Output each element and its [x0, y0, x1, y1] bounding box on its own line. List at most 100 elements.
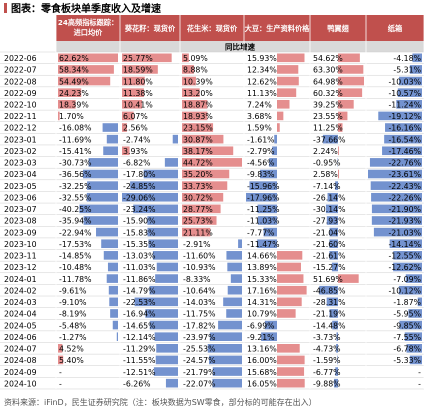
- data-bar: [165, 378, 178, 388]
- data-bar: [106, 134, 118, 144]
- data-label: 30.87%: [183, 135, 213, 144]
- data-bar: [399, 76, 422, 86]
- data-bar: [226, 251, 242, 260]
- data-label: 54.49%: [59, 77, 89, 86]
- data-bar: [182, 192, 224, 202]
- data-bar: [409, 355, 422, 365]
- data-bar: [122, 65, 158, 74]
- data-label: -12.55%: [388, 252, 421, 261]
- data-bar: [149, 320, 178, 330]
- data-label: -11.03%: [247, 217, 280, 226]
- data-label: 15.33%: [247, 275, 277, 284]
- data-bar: [393, 251, 422, 260]
- data-bar: [149, 285, 178, 295]
- data-bar: [122, 192, 178, 202]
- data-bar: [106, 274, 118, 283]
- data-label: -11.86%: [123, 275, 156, 284]
- data-bar: [122, 123, 127, 132]
- data-bar: [412, 53, 422, 63]
- data-label: -9.21%: [247, 333, 275, 342]
- data-bar: [182, 53, 189, 63]
- data-label: 16.00%: [247, 356, 277, 365]
- data-label: 15.93%: [247, 54, 277, 63]
- data-label: -2.91%: [183, 240, 211, 249]
- data-label: -30.14%: [313, 205, 346, 214]
- data-bar: [223, 297, 242, 307]
- data-bar: [277, 378, 305, 388]
- data-label: -11.55%: [123, 356, 156, 365]
- data-bar: [182, 146, 234, 156]
- data-bar: [338, 123, 343, 132]
- data-label: 2.56%: [123, 124, 148, 133]
- data-label: -1.27%: [59, 333, 87, 342]
- data-label: 16.05%: [247, 379, 277, 388]
- row-month-label: 2024-09: [4, 368, 37, 377]
- data-bar: [277, 123, 280, 132]
- data-bar: [122, 99, 143, 109]
- data-label: -6.82%: [123, 159, 151, 168]
- data-bar: [269, 158, 277, 167]
- column-header-line: 进口均价: [74, 28, 104, 37]
- chart-title-text: 图表：零食板块单季度收入及增速: [11, 4, 161, 15]
- data-bar: [164, 158, 178, 167]
- data-label: 63.30%: [313, 66, 343, 75]
- data-label: -1.87%: [393, 298, 421, 307]
- row-month-label: 2022-07: [4, 66, 37, 75]
- data-bar: [327, 192, 338, 202]
- data-label: -30.73%: [59, 159, 92, 168]
- data-label: -7.09%: [393, 275, 421, 284]
- data-bar: [397, 88, 422, 97]
- data-label: -23.24%: [123, 205, 156, 214]
- column-header: 纸箱: [388, 24, 402, 33]
- data-label: 23.15%: [183, 124, 213, 133]
- data-label: -11.75%: [183, 310, 216, 319]
- data-bar: [337, 355, 338, 365]
- data-label: 15.68%: [247, 368, 277, 377]
- data-bar: [396, 99, 422, 109]
- data-label: -1.59%: [313, 356, 341, 365]
- data-label: 13.89%: [247, 263, 277, 272]
- data-bar: [338, 169, 340, 179]
- row-month-label: 2023-02: [4, 147, 37, 156]
- data-bar: [277, 367, 305, 376]
- data-bar: [389, 239, 422, 249]
- data-label: -11.78%: [59, 275, 92, 284]
- data-label: 11.13%: [247, 89, 277, 98]
- data-bar: [218, 320, 242, 330]
- header-band: [56, 15, 424, 41]
- data-bar: [112, 320, 118, 330]
- source-note: 资料来源：iFinD，民生证券研究院（注：板块数据为SW零食，部分标的可能存在出…: [4, 398, 317, 407]
- data-label: -23.61%: [388, 170, 421, 179]
- data-bar: [257, 204, 277, 214]
- data-label: -26.14%: [313, 193, 346, 202]
- data-label: -11.25%: [247, 205, 280, 214]
- data-bar: [130, 181, 178, 190]
- data-label: -7.14%: [313, 182, 341, 191]
- data-bar: [277, 76, 299, 86]
- column-header-line: 大豆：生产资料价格: [245, 24, 311, 33]
- row-month-label: 2023-09: [4, 228, 37, 237]
- data-bar: [155, 355, 178, 365]
- chart-title: 图表：零食板块单季度收入及增速: [4, 0, 161, 15]
- data-bar: [277, 88, 297, 97]
- data-label: -37.66%: [313, 135, 346, 144]
- data-bar: [58, 88, 82, 97]
- data-label: -40.25%: [59, 205, 92, 214]
- data-bar: [58, 99, 76, 109]
- data-label: 33.73%: [183, 182, 213, 191]
- data-label: -29.06%: [123, 193, 156, 202]
- data-bar: [182, 76, 196, 86]
- data-label: 2.24%: [313, 147, 338, 156]
- data-label: -10.12%: [388, 286, 421, 295]
- data-bar: [153, 367, 178, 376]
- data-label: -15.90%: [123, 217, 156, 226]
- data-label: 44.72%: [183, 159, 213, 168]
- data-bar: [212, 367, 242, 376]
- data-label: -10.93%: [183, 263, 216, 272]
- data-label: -1.61%: [247, 135, 275, 144]
- data-bar: [277, 99, 290, 109]
- data-label: -22.53%: [123, 298, 156, 307]
- row-month-label: 2022-09: [4, 89, 37, 98]
- data-label: 18.93%: [183, 112, 213, 121]
- data-label: -21.04%: [313, 228, 346, 237]
